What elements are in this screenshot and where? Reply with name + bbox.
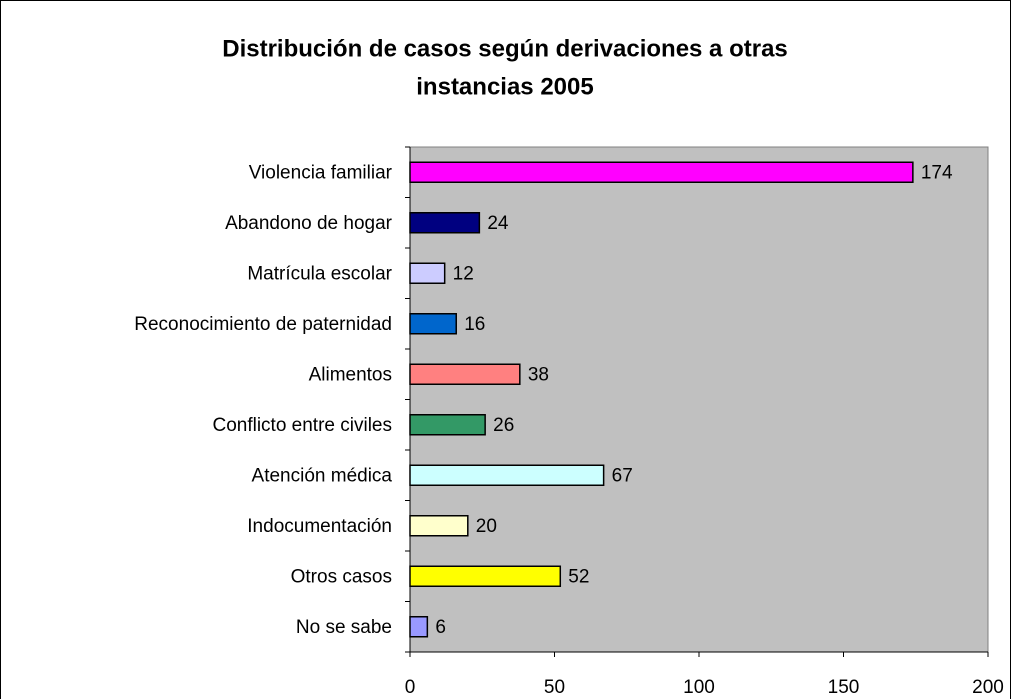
y-tick-label: Abandono de hogar <box>225 213 393 234</box>
x-tick-label: 50 <box>544 677 565 698</box>
y-tick-label: Atención médica <box>252 465 393 486</box>
y-tick-label: Violencia familiar <box>249 162 393 183</box>
y-tick-label: Conflicto entre civiles <box>212 415 392 436</box>
bar <box>409 313 457 335</box>
value-label: 20 <box>476 516 497 537</box>
y-tick-label: Matrícula escolar <box>247 263 392 284</box>
x-tick-label: 200 <box>972 677 1004 698</box>
bar <box>409 363 521 385</box>
y-tick-label: Indocumentación <box>247 516 392 537</box>
value-label: 24 <box>487 213 509 234</box>
value-label: 52 <box>568 566 589 587</box>
bar <box>409 161 914 183</box>
bar <box>409 212 481 234</box>
x-tick-label: 100 <box>683 677 715 698</box>
bar <box>409 616 429 638</box>
value-label: 174 <box>921 162 953 183</box>
bar <box>409 464 605 486</box>
value-label: 12 <box>453 263 474 284</box>
bar <box>409 262 446 284</box>
bar <box>409 414 486 436</box>
x-tick-label: 0 <box>405 677 416 698</box>
bar <box>409 515 469 537</box>
y-tick-label: Otros casos <box>291 566 392 587</box>
chart-title: instancias 2005 <box>416 73 593 100</box>
y-tick-label: No se sabe <box>296 617 392 638</box>
value-label: 38 <box>528 364 549 385</box>
y-tick-label: Reconocimiento de paternidad <box>134 314 392 335</box>
x-tick-label: 150 <box>828 677 860 698</box>
value-label: 67 <box>612 465 633 486</box>
chart-title: Distribución de casos según derivaciones… <box>222 35 788 62</box>
value-label: 6 <box>435 617 446 638</box>
bar <box>409 565 562 587</box>
value-label: 16 <box>464 314 485 335</box>
y-tick-label: Alimentos <box>309 364 392 385</box>
value-label: 26 <box>493 415 514 436</box>
